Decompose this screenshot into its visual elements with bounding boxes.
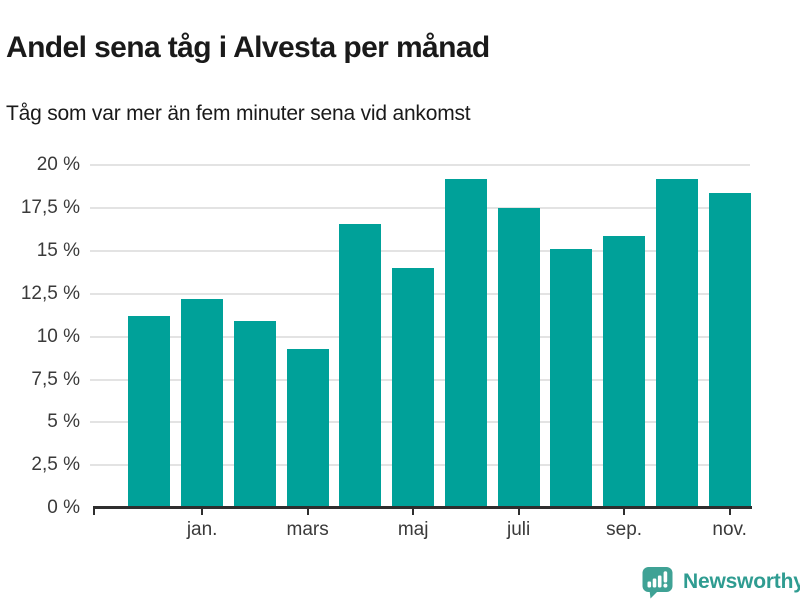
x-axis-line xyxy=(93,506,752,509)
x-axis-tick xyxy=(728,509,731,515)
gridline xyxy=(90,164,750,167)
x-axis-tick xyxy=(306,509,309,515)
bar-aug xyxy=(550,249,593,508)
x-axis-label: juli xyxy=(507,519,531,540)
chart-title: Andel sena tåg i Alvesta per månad xyxy=(6,31,490,65)
y-axis-label: 17,5 % xyxy=(20,197,80,219)
x-axis-label: jan. xyxy=(186,519,218,540)
bar-juli xyxy=(497,208,540,508)
bar-feb xyxy=(233,321,276,508)
y-axis-label: 0 % xyxy=(47,497,80,518)
bar-dec xyxy=(128,316,171,508)
bar-sep xyxy=(603,235,646,508)
plot-area xyxy=(90,160,751,508)
y-axis-label: 2,5 % xyxy=(31,454,80,476)
x-axis-tick xyxy=(201,509,204,515)
newsworthy-logo: Newsworthy xyxy=(641,565,800,599)
x-axis-label: mars xyxy=(286,519,329,540)
y-axis-label: 12,5 % xyxy=(20,282,80,304)
gridline xyxy=(90,207,750,210)
y-axis-label: 5 % xyxy=(47,411,80,433)
x-axis-tick xyxy=(517,509,520,515)
bar-nov xyxy=(708,192,751,508)
x-axis-label: nov. xyxy=(712,519,747,540)
bar-maj xyxy=(392,268,435,508)
x-axis-tick xyxy=(412,509,415,515)
bar-mars xyxy=(286,348,329,508)
bar-juni xyxy=(444,179,487,508)
bar-apr xyxy=(339,223,382,508)
chart-subtitle: Tåg som var mer än fem minuter sena vid … xyxy=(6,102,471,125)
x-axis-tick xyxy=(623,509,626,515)
y-axis-label: 15 % xyxy=(36,240,80,262)
bar-jan xyxy=(181,299,224,508)
y-axis-label: 7,5 % xyxy=(31,368,80,390)
x-axis-label: maj xyxy=(397,519,429,540)
axis-start-tick xyxy=(93,509,95,515)
newsworthy-brand-text: Newsworthy xyxy=(683,570,800,593)
newsworthy-chart-bubble-icon xyxy=(642,567,673,599)
y-axis-label: 20 % xyxy=(36,154,80,176)
y-axis-label: 10 % xyxy=(36,325,80,347)
bar-okt xyxy=(655,179,698,508)
gridline xyxy=(90,250,750,253)
x-axis-label: sep. xyxy=(606,519,643,540)
